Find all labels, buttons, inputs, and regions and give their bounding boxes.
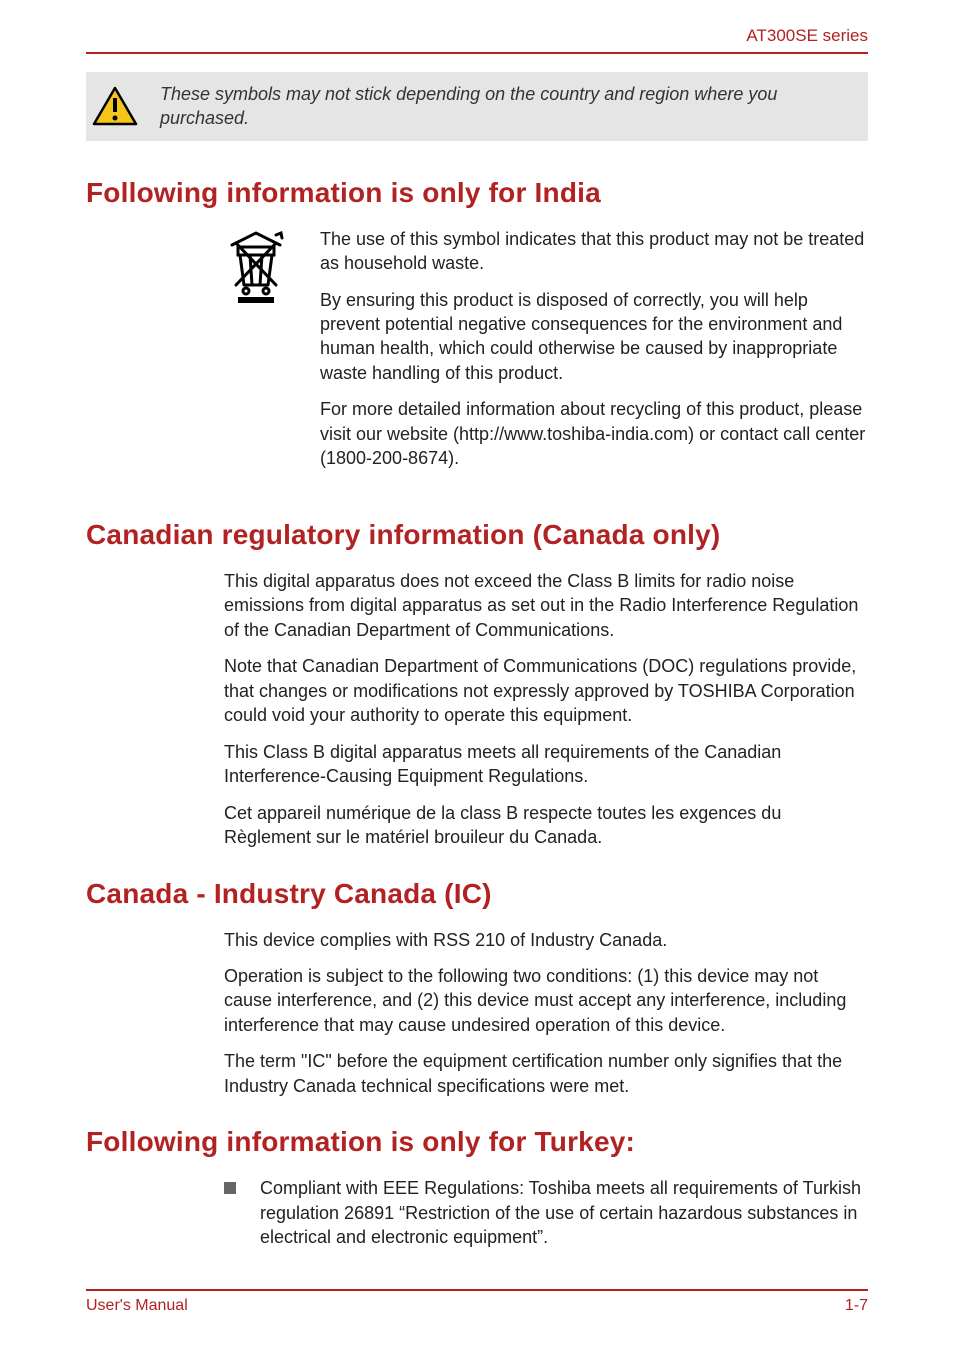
india-content-block: The use of this symbol indicates that th… (224, 227, 868, 483)
product-series-label: AT300SE series (86, 26, 868, 46)
canada-ic-paragraph-1: This device complies with RSS 210 of Ind… (224, 928, 868, 952)
india-paragraph-1: The use of this symbol indicates that th… (320, 227, 868, 276)
canada-ic-paragraph-3: The term "IC" before the equipment certi… (224, 1049, 868, 1098)
page-footer: User's Manual 1-7 (86, 1289, 868, 1315)
canada-reg-paragraph-1: This digital apparatus does not exceed t… (224, 569, 868, 642)
weee-bin-icon (224, 229, 288, 305)
footer-page-number: 1-7 (845, 1297, 868, 1315)
canada-ic-paragraph-2: Operation is subject to the following tw… (224, 964, 868, 1037)
header-divider (86, 52, 868, 54)
canada-reg-paragraph-2: Note that Canadian Department of Communi… (224, 654, 868, 727)
canada-reg-paragraph-4: Cet appareil numérique de la class B res… (224, 801, 868, 850)
turkey-bullet-item: Compliant with EEE Regulations: Toshiba … (224, 1176, 868, 1249)
square-bullet-icon (224, 1182, 236, 1194)
section-heading-india: Following information is only for India (86, 177, 868, 209)
footer-manual-label: User's Manual (86, 1297, 188, 1315)
section-heading-canada-ic: Canada - Industry Canada (IC) (86, 878, 868, 910)
canada-ic-content-block: This device complies with RSS 210 of Ind… (224, 928, 868, 1099)
canada-reg-paragraph-3: This Class B digital apparatus meets all… (224, 740, 868, 789)
caution-note-text: These symbols may not stick depending on… (160, 82, 854, 131)
footer-divider (86, 1289, 868, 1291)
turkey-bullet-text: Compliant with EEE Regulations: Toshiba … (260, 1176, 868, 1249)
section-heading-turkey: Following information is only for Turkey… (86, 1126, 868, 1158)
section-heading-canada-reg: Canadian regulatory information (Canada … (86, 519, 868, 551)
warning-triangle-icon (92, 86, 138, 126)
india-paragraph-2: By ensuring this product is disposed of … (320, 288, 868, 386)
india-text-column: The use of this symbol indicates that th… (320, 227, 868, 483)
caution-note-box: These symbols may not stick depending on… (86, 72, 868, 141)
canada-reg-content-block: This digital apparatus does not exceed t… (224, 569, 868, 850)
india-paragraph-3: For more detailed information about recy… (320, 397, 868, 470)
